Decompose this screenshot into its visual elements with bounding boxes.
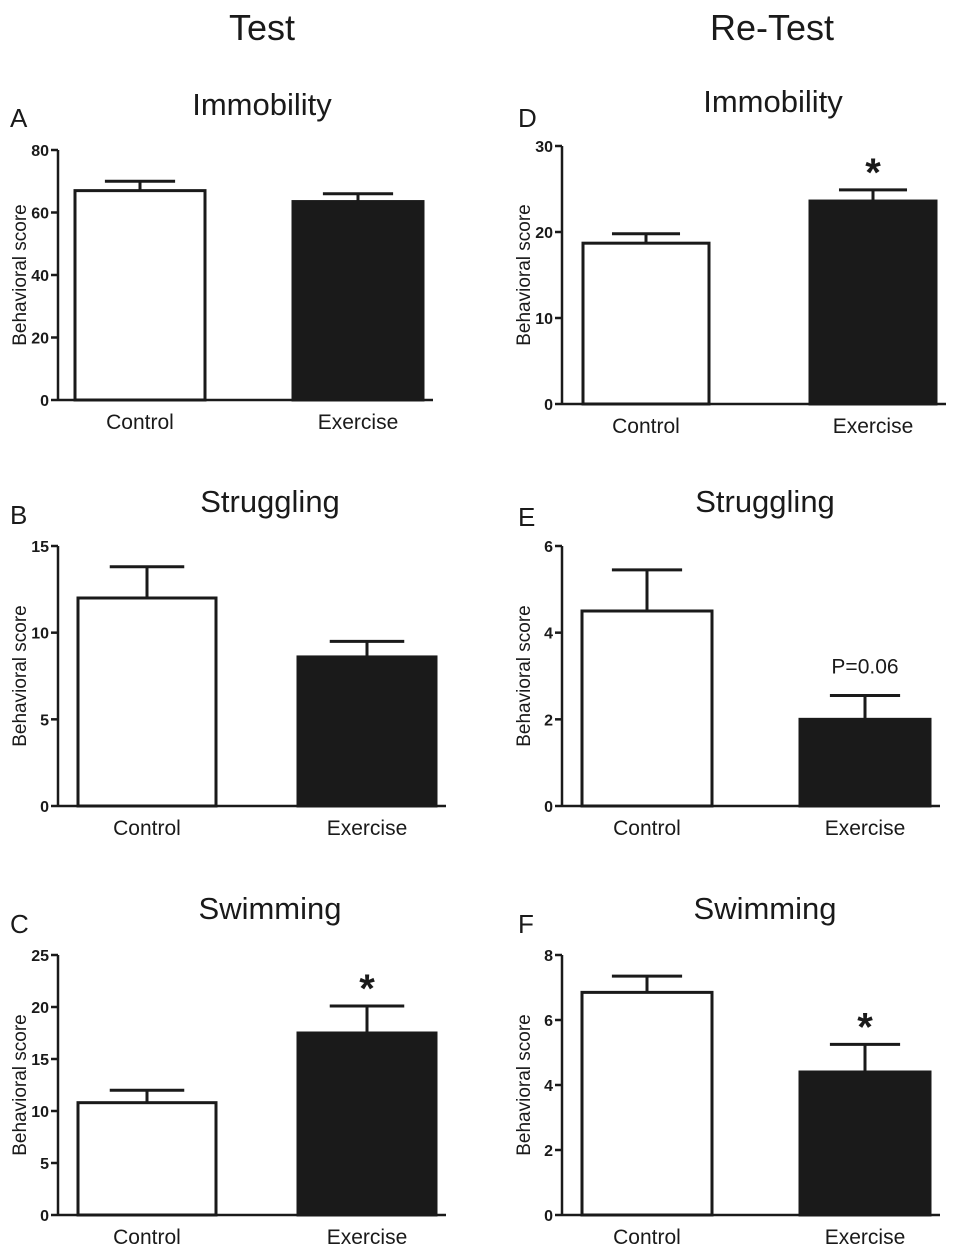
panel-c-bar-control: [76, 1101, 218, 1217]
panel-c-letter: C: [10, 909, 29, 939]
panel-b-y-tick-label: 5: [40, 712, 49, 729]
panel-f-y-tick-label: 0: [544, 1208, 553, 1225]
panel-e-letter: E: [518, 502, 535, 532]
panel-e-bar-control: [580, 609, 714, 808]
panel-b: B Struggling Behavioral score Control Exerci…: [10, 484, 446, 840]
panel-b-bar-exercise: [296, 655, 438, 808]
panel-b-y-tick-label: 15: [31, 539, 49, 556]
panel-d: D Immobility Behavioral score Control * Exerc…: [514, 84, 946, 438]
panel-f-x-tick-control: Control: [613, 1226, 681, 1247]
panel-e-x-tick-control: Control: [613, 817, 681, 840]
panel-a-title: Immobility: [192, 87, 332, 122]
panel-b-y-tick-label: 10: [31, 626, 49, 643]
panel-f-y-tick-label: 8: [544, 948, 553, 965]
panel-a-y-axis-label: Behavioral score: [10, 204, 31, 346]
panel-f-letter: F: [518, 909, 534, 939]
panel-c-y-tick-label: 20: [31, 1000, 49, 1017]
panel-e-y-tick-label: 0: [544, 799, 553, 816]
panel-d-y-tick-label: 30: [535, 139, 553, 156]
panel-d-y-tick-label: 10: [535, 311, 553, 328]
panel-d-x-tick-control: Control: [612, 415, 680, 438]
panel-c-bar-exercise: [296, 1031, 438, 1217]
panel-c-y-axis-label: Behavioral score: [10, 1014, 31, 1156]
panel-b-x-tick-control: Control: [113, 817, 181, 840]
panel-e-y-tick-label: 6: [544, 539, 553, 556]
panel-b-letter: B: [10, 500, 27, 530]
panel-d-bar-control: [581, 241, 711, 406]
panel-d-y-tick-label: 20: [535, 225, 553, 242]
panel-a-y-tick-label: 20: [31, 331, 49, 348]
panel-f-bar-exercise: [798, 1070, 932, 1217]
panel-c-x-tick-exercise: Exercise: [327, 1226, 408, 1247]
column-title-retest: Re-Test: [710, 7, 834, 48]
panel-c-x-tick-control: Control: [113, 1226, 181, 1247]
panel-f-y-tick-label: 2: [544, 1143, 553, 1160]
panel-e-y-axis-label: Behavioral score: [514, 605, 535, 747]
panel-f: F Swimming Behavioral score Control * Exercis…: [514, 891, 940, 1247]
panel-d-x-tick-exercise: Exercise: [833, 415, 914, 438]
panel-c-y-tick-label: 25: [31, 948, 49, 965]
panel-e-title: Struggling: [695, 484, 835, 519]
panel-e-y-tick-label: 2: [544, 712, 553, 729]
panel-a-x-tick-control: Control: [106, 411, 174, 434]
panel-d-bar-exercise: [808, 199, 938, 406]
panel-e-bar-exercise: [798, 717, 932, 808]
panel-a-x-tick-exercise: Exercise: [318, 411, 399, 434]
panel-a-y-tick-label: 80: [31, 143, 49, 160]
panel-a-letter: A: [10, 103, 28, 133]
panel-e-annotation-exercise: P=0.06: [831, 656, 898, 679]
panel-f-y-axis-label: Behavioral score: [514, 1014, 535, 1156]
panel-a-y-tick-label: 60: [31, 206, 49, 223]
panel-e: E Struggling Behavioral score Control P=0.06…: [514, 484, 940, 840]
panel-c-y-tick-label: 5: [40, 1156, 49, 1173]
panel-b-y-axis-label: Behavioral score: [10, 605, 31, 747]
panel-c-annotation-exercise: *: [359, 967, 375, 1011]
panel-f-y-tick-label: 4: [544, 1078, 553, 1095]
panel-b-title: Struggling: [200, 484, 340, 519]
panel-a-y-tick-label: 0: [40, 393, 49, 410]
panel-c-title: Swimming: [199, 891, 342, 926]
panel-b-bar-control: [76, 596, 218, 808]
panel-c-y-tick-label: 0: [40, 1208, 49, 1225]
panel-f-bar-control: [580, 990, 714, 1217]
panel-a-bar-control: [73, 189, 207, 402]
panel-c-y-tick-label: 15: [31, 1052, 49, 1069]
panel-f-x-tick-exercise: Exercise: [825, 1226, 906, 1247]
column-title-test: Test: [229, 7, 295, 48]
panel-d-letter: D: [518, 103, 537, 133]
panel-c: C Swimming Behavioral score Control * Exercis…: [10, 891, 446, 1247]
panel-d-y-tick-label: 0: [544, 397, 553, 414]
panel-d-y-axis-label: Behavioral score: [514, 204, 535, 346]
panel-b-y-tick-label: 0: [40, 799, 49, 816]
panel-e-x-tick-exercise: Exercise: [825, 817, 906, 840]
panel-e-y-tick-label: 4: [544, 626, 553, 643]
panel-d-annotation-exercise: *: [865, 151, 881, 195]
panel-a-y-tick-label: 40: [31, 268, 49, 285]
panel-f-annotation-exercise: *: [857, 1005, 873, 1049]
panel-b-x-tick-exercise: Exercise: [327, 817, 408, 840]
panel-a-bar-exercise: [291, 200, 425, 402]
panel-d-title: Immobility: [703, 84, 843, 119]
panel-a: A Immobility Behavioral score Control Exerci…: [10, 87, 433, 434]
panel-f-y-tick-label: 6: [544, 1013, 553, 1030]
panel-f-title: Swimming: [694, 891, 837, 926]
panel-c-y-tick-label: 10: [31, 1104, 49, 1121]
